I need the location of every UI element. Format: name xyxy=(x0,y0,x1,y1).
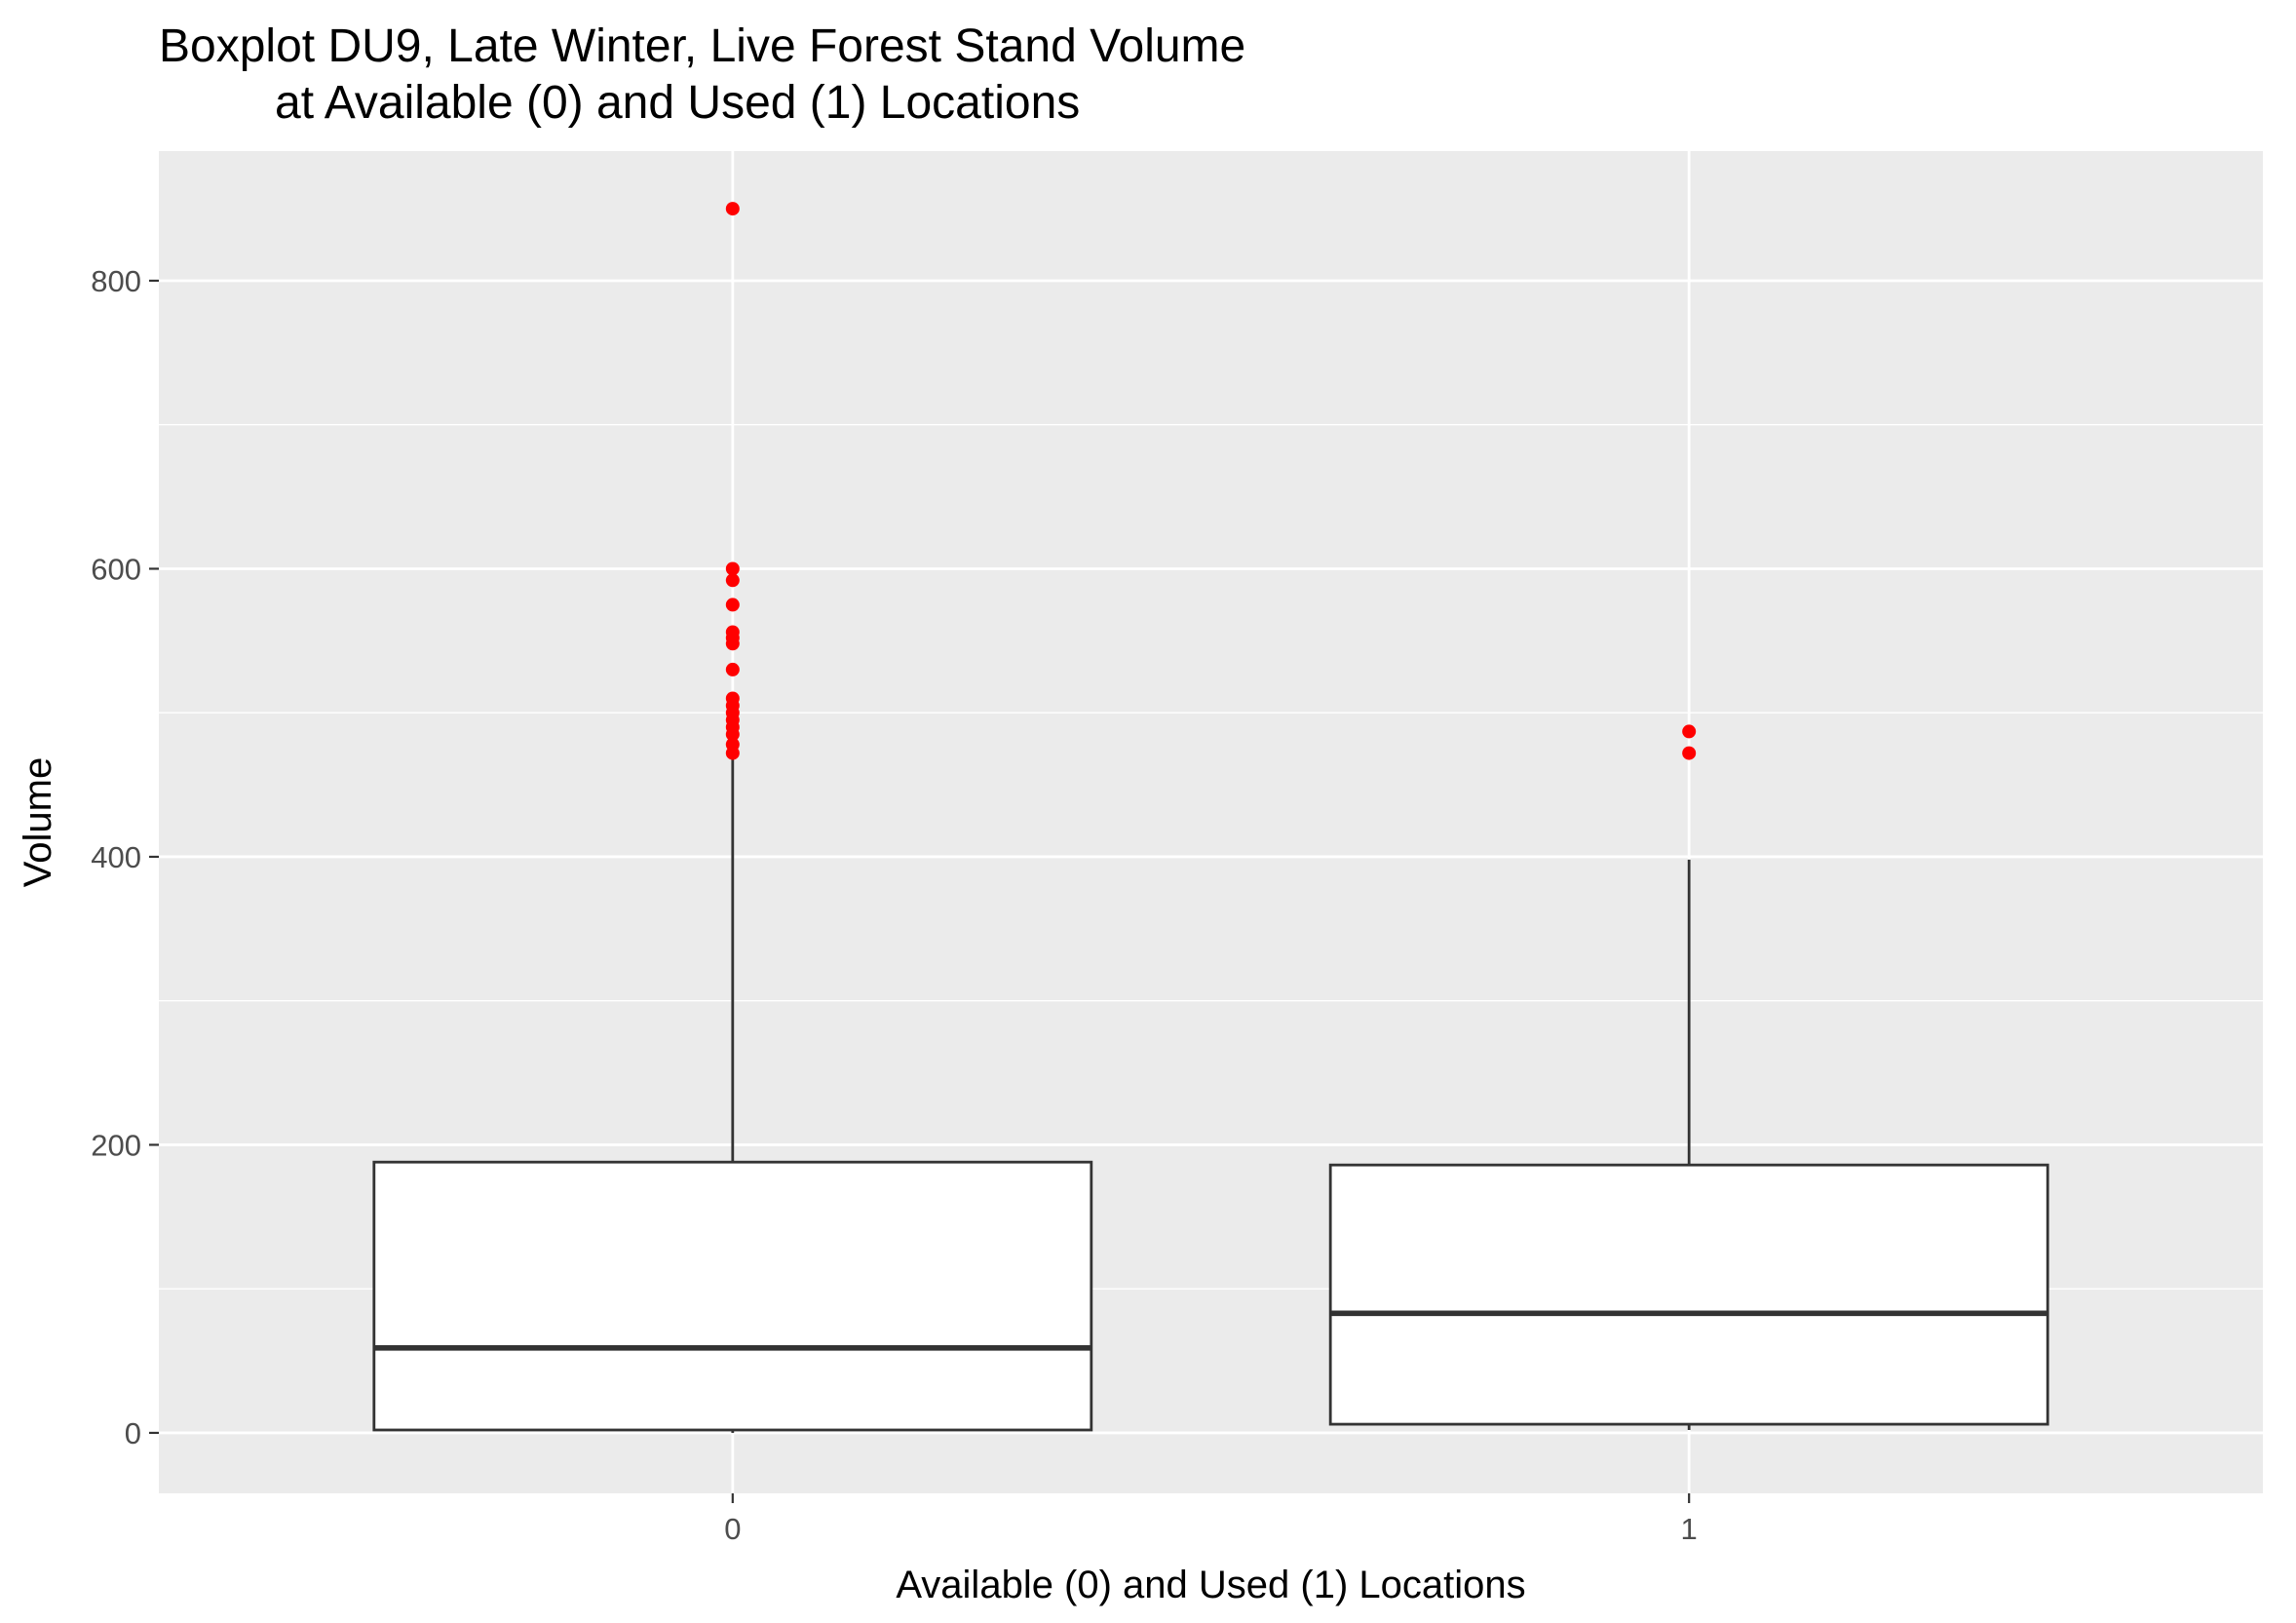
outlier-point xyxy=(725,573,740,588)
major-gridlines xyxy=(159,151,2263,1493)
outlier-point xyxy=(725,746,740,760)
box xyxy=(372,1160,1093,1432)
y-axis-label: Volume xyxy=(17,757,59,887)
x-axis-label: Available (0) and Used (1) Locations xyxy=(896,1564,1525,1606)
outlier-point xyxy=(725,202,740,216)
outlier-point xyxy=(725,561,740,576)
y-tick-label: 200 xyxy=(91,1128,141,1162)
outlier-point xyxy=(725,637,740,651)
box xyxy=(1328,1163,2049,1426)
boxplots xyxy=(372,202,2049,1433)
y-tick-label: 600 xyxy=(91,552,141,586)
x-tick-label: 1 xyxy=(1681,1512,1698,1546)
boxplot-1 xyxy=(1328,724,2049,1430)
outlier-point xyxy=(725,662,740,676)
y-tick-label: 400 xyxy=(91,840,141,874)
y-tick-label: 800 xyxy=(91,264,141,298)
chart-title-line-2: at Available (0) and Used (1) Locations xyxy=(275,77,1081,129)
outlier-point xyxy=(725,598,740,612)
outlier-point xyxy=(1682,724,1697,739)
chart-title-line-1: Boxplot DU9, Late Winter, Live Forest St… xyxy=(159,20,1246,72)
outlier-point xyxy=(1682,746,1697,760)
y-axis: 0 200 400 600 800 xyxy=(91,264,159,1450)
x-tick-label: 0 xyxy=(724,1512,741,1546)
outlier-point xyxy=(725,727,740,742)
y-tick-label: 0 xyxy=(125,1416,141,1450)
boxplot-0 xyxy=(372,202,1093,1433)
